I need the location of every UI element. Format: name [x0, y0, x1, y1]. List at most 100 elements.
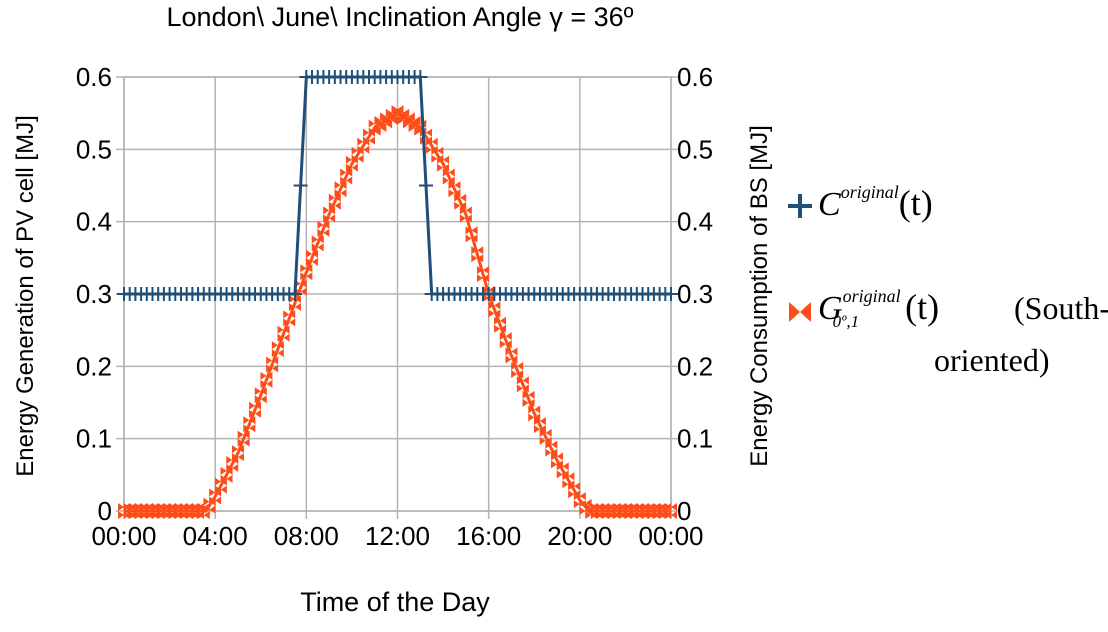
data-point-marker [528, 405, 541, 422]
data-point-marker [237, 430, 250, 447]
data-point-marker [209, 488, 222, 505]
data-point-marker [254, 387, 267, 404]
data-point-marker [442, 168, 455, 185]
x-tick-label: 12:00 [365, 521, 430, 551]
data-point-marker [260, 371, 273, 388]
plus-marker-icon [788, 194, 812, 218]
data-point-marker [488, 301, 501, 318]
data-point-marker [665, 503, 677, 519]
bowtie-marker-icon [789, 302, 811, 322]
y-tick-label-right: 0.5 [677, 134, 713, 164]
data-point-marker [293, 178, 308, 193]
x-tick-label: 00:00 [91, 521, 156, 551]
y-tick-label-right: 0.2 [677, 351, 713, 381]
data-point-marker [579, 498, 592, 515]
data-point-marker [499, 332, 512, 349]
data-point-marker [664, 287, 678, 301]
legend-item-generation: Goriginal0º,1 (t) (South- oriented) [786, 286, 1108, 379]
data-point-marker [271, 341, 284, 358]
x-axis-label: Time of the Day [300, 587, 490, 617]
data-point-marker [266, 356, 279, 373]
legend-label-consumption: Coriginal(t) [818, 182, 933, 223]
data-point-marker [287, 287, 302, 301]
chart-title: London\ June\ Inclination Angle γ = 36º [166, 2, 634, 32]
data-point-marker [397, 108, 410, 125]
y-tick-label-right: 0.4 [677, 207, 713, 237]
y-tick-label-left: 0 [98, 496, 112, 526]
data-point-marker [226, 455, 239, 472]
y-axis-label-left: Energy Generation of PV cell [MJ] [12, 115, 39, 477]
data-point-marker [482, 286, 495, 302]
data-point-marker [522, 390, 535, 407]
data-point-marker [437, 155, 450, 172]
data-point-marker [448, 181, 461, 198]
data-point-marker [380, 112, 393, 129]
data-point-marker [402, 112, 415, 129]
data-point-marker [340, 168, 353, 185]
data-point-marker [277, 325, 290, 342]
data-point-marker [511, 361, 524, 378]
data-point-marker [328, 193, 341, 210]
x-tick-label: 08:00 [274, 521, 339, 551]
y-tick-label-right: 0 [677, 496, 691, 526]
data-point-marker [374, 116, 387, 133]
data-point-marker [505, 347, 518, 364]
x-tick-label: 00:00 [638, 521, 703, 551]
data-point-marker [545, 440, 558, 457]
data-point-marker [568, 482, 581, 499]
data-point-marker [465, 226, 478, 243]
data-point-marker [471, 246, 484, 263]
y-tick-label-right: 0.3 [677, 279, 713, 309]
grid-lines [116, 76, 679, 519]
data-point-marker [459, 206, 472, 223]
data-point-marker [300, 264, 313, 281]
data-point-marker [334, 181, 347, 198]
data-point-marker [197, 503, 210, 519]
y-tick-label-right: 0.6 [677, 62, 713, 92]
x-tick-label: 04:00 [183, 521, 248, 551]
data-point-marker [562, 472, 575, 489]
data-point-marker [385, 108, 398, 125]
axis-ticks: 0 0 0.1 0.1 0.2 0.2 0.3 0.3 0.4 0.4 0.5 0.5 0.6 0.6 00… [76, 62, 713, 551]
data-point-marker [368, 119, 381, 136]
y-tick-label-left: 0.4 [76, 207, 112, 237]
legend-note-line2: oriented) [934, 342, 1050, 378]
data-point-marker [533, 417, 546, 434]
x-tick-label: 16:00 [456, 521, 521, 551]
series-generation [118, 105, 677, 519]
legend: Coriginal(t) Goriginal0º,1 (t) (South- or… [786, 182, 1108, 379]
y-axis-label-right: Energy Consumption of BS [MJ] [746, 125, 773, 467]
data-point-marker [317, 220, 330, 237]
data-point-marker [294, 279, 307, 296]
data-point-marker [539, 428, 552, 445]
y-tick-label-left: 0.6 [76, 62, 112, 92]
data-point-marker [391, 105, 404, 122]
data-point-marker [494, 316, 507, 333]
data-point-marker [323, 206, 336, 223]
data-point-marker [551, 452, 564, 469]
data-point-marker [556, 462, 569, 479]
y-tick-label-left: 0.5 [76, 134, 112, 164]
series-consumption [117, 70, 678, 301]
y-tick-label-left: 0.1 [76, 424, 112, 454]
data-point-marker [311, 235, 324, 252]
data-point-marker [418, 178, 433, 193]
y-tick-label-left: 0.3 [76, 279, 112, 309]
data-point-marker [476, 266, 489, 283]
x-tick-label: 20:00 [547, 521, 612, 551]
data-point-marker [249, 401, 262, 418]
data-point-marker [231, 445, 244, 462]
legend-item-consumption: Coriginal(t) [786, 182, 1104, 242]
y-tick-label-right: 0.1 [677, 424, 713, 454]
data-point-marker [413, 70, 428, 84]
legend-label-generation: Goriginal0º,1 (t) [818, 286, 940, 331]
data-point-marker [243, 416, 256, 433]
data-point-marker [408, 116, 421, 133]
data-point-marker [214, 477, 227, 494]
data-point-marker [306, 249, 319, 266]
data-point-marker [220, 466, 233, 483]
data-point-marker [288, 295, 301, 312]
y-tick-label-left: 0.2 [76, 351, 112, 381]
data-point-marker [283, 310, 296, 327]
